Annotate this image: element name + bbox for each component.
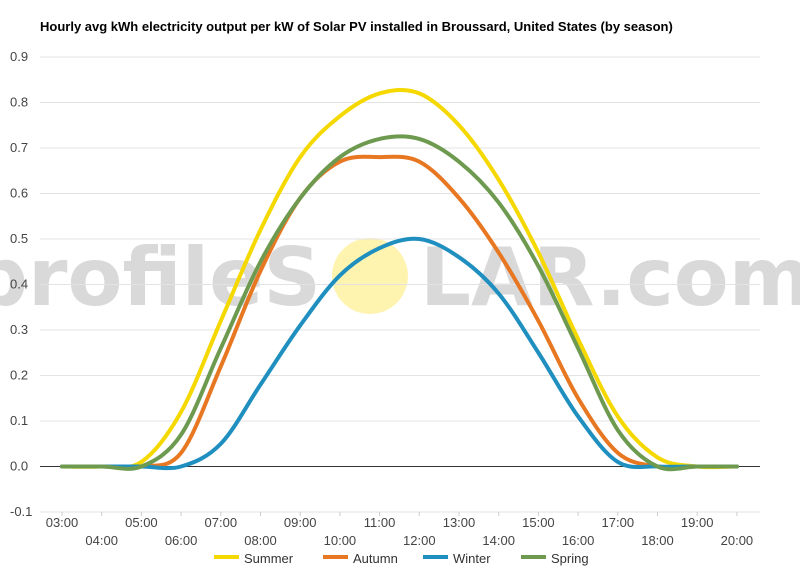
x-tick-label: 10:00: [324, 533, 357, 548]
legend-label: Summer: [244, 551, 294, 566]
x-tick-label: 11:00: [364, 515, 396, 530]
legend-swatch-winter: [423, 555, 448, 559]
x-tick-label: 12:00: [403, 533, 436, 548]
x-tick-label: 15:00: [522, 515, 555, 530]
x-tick-label: 06:00: [165, 533, 198, 548]
legend-swatch-summer: [214, 555, 239, 559]
x-tick-label: 07:00: [205, 515, 238, 530]
legend-label: Autumn: [353, 551, 398, 566]
x-tick-label: 08:00: [244, 533, 277, 548]
y-tick-label: 0.5: [10, 231, 28, 246]
x-tick-label: 17:00: [602, 515, 635, 530]
watermark-text-right: LAR.com: [420, 231, 800, 324]
y-tick-label: 0.9: [10, 49, 28, 64]
x-tick-label: 03:00: [46, 515, 79, 530]
x-tick-label: 05:00: [125, 515, 158, 530]
x-axis-tick-labels: 03:00 04:00 05:00 06:00 07:00 08:00 09:00 10:00…: [46, 515, 753, 548]
y-tick-label: 0.2: [10, 368, 28, 383]
legend-label: Winter: [453, 551, 491, 566]
series-line-winter: [60, 236, 739, 471]
y-tick-label: 0.8: [10, 95, 28, 110]
watermark-sun-logo: [332, 238, 408, 314]
x-tick-label: 09:00: [284, 515, 317, 530]
legend-label: Spring: [551, 551, 589, 566]
x-tick-label: 18:00: [641, 533, 674, 548]
watermark: profileS LAR.com: [0, 231, 800, 324]
chart-title: Hourly avg kWh electricity output per kW…: [40, 19, 673, 34]
series-line-spring: [60, 134, 739, 472]
legend-swatch-autumn: [323, 555, 348, 559]
series-line-summer: [60, 87, 739, 470]
x-tick-label: 20:00: [721, 533, 754, 548]
x-tick-label: 13:00: [443, 515, 476, 530]
x-tick-label: 16:00: [562, 533, 595, 548]
y-tick-label: 0.4: [10, 277, 28, 292]
y-tick-label: 0.6: [10, 186, 28, 201]
y-tick-label: 0.0: [10, 459, 28, 474]
series-line-autumn: [60, 154, 739, 470]
y-axis-tick-labels: 0.9 0.8 0.7 0.6 0.5 0.4 0.3 0.2 0.1 0.0 -0.1: [10, 49, 32, 519]
y-tick-label: 0.7: [10, 140, 28, 155]
legend: Summer Autumn Winter Spring: [214, 551, 589, 566]
x-tick-label: 19:00: [681, 515, 714, 530]
x-tick-label: 04:00: [85, 533, 118, 548]
series-lines: [60, 87, 739, 472]
y-tick-label: -0.1: [10, 504, 32, 519]
y-tick-label: 0.3: [10, 322, 28, 337]
y-tick-label: 0.1: [10, 413, 28, 428]
legend-swatch-spring: [521, 555, 546, 559]
x-tick-label: 14:00: [482, 533, 515, 548]
